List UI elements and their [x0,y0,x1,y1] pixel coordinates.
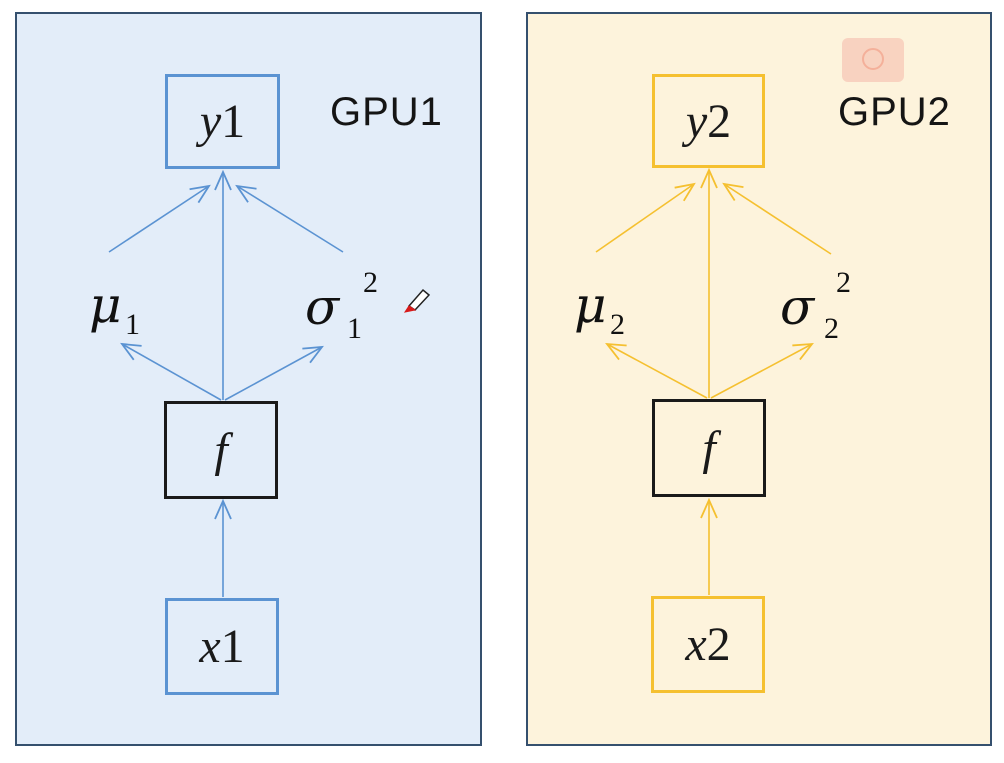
sigma1-superscript: 2 [363,266,378,299]
sigma1-letter: σ [305,278,340,336]
arrow-f-to-mu1 [120,342,222,401]
arrow-f-to-sigma1 [224,345,324,401]
mu1-letter: μ [89,276,122,334]
gpu1-label: GPU1 [330,90,443,134]
node-x1-var: x [199,620,221,673]
arrow-sigma2-to-y2 [722,182,832,255]
arrow-f-to-mu2 [605,342,708,399]
arrow-mu2-to-y2 [595,182,696,253]
node-f2-label: f [702,421,716,475]
node-y2-var: y [685,94,708,148]
sigma2-superscript: 2 [836,266,851,299]
sigma2-subscript: 2 [824,312,839,345]
sigma2-letter: σ [780,278,815,336]
sigma1-symbol: σ 1 2 [305,268,378,344]
arrow-f-to-sigma2 [710,342,814,399]
sigma2-symbol: σ 2 2 [780,268,851,344]
mu2-letter: μ [574,276,607,334]
node-x2-var: x [685,618,707,671]
record-icon [842,38,904,82]
node-x1-num: 1 [220,620,245,673]
node-y2-num: 2 [707,94,732,148]
node-x2-num: 2 [706,618,731,671]
gpu2-label: GPU2 [838,90,951,134]
mu1-subscript: 1 [125,308,140,341]
mu2-symbol: μ 2 [574,280,625,340]
node-f1-label: f [214,423,228,477]
mu1-symbol: μ 1 [89,280,140,340]
node-f2: f [652,399,766,497]
mu2-subscript: 2 [610,308,625,341]
gpu2-arrows [595,167,832,595]
node-y1-var: y [199,95,222,148]
arrow-mu1-to-y1 [108,184,211,253]
arrow-sigma1-to-y1 [235,184,344,253]
sigma1-subscript: 1 [347,312,362,345]
node-f1: f [164,401,278,499]
gpu1-arrows [108,169,344,597]
node-y1-num: 1 [221,95,246,148]
pen-annotation-icon [403,288,431,313]
